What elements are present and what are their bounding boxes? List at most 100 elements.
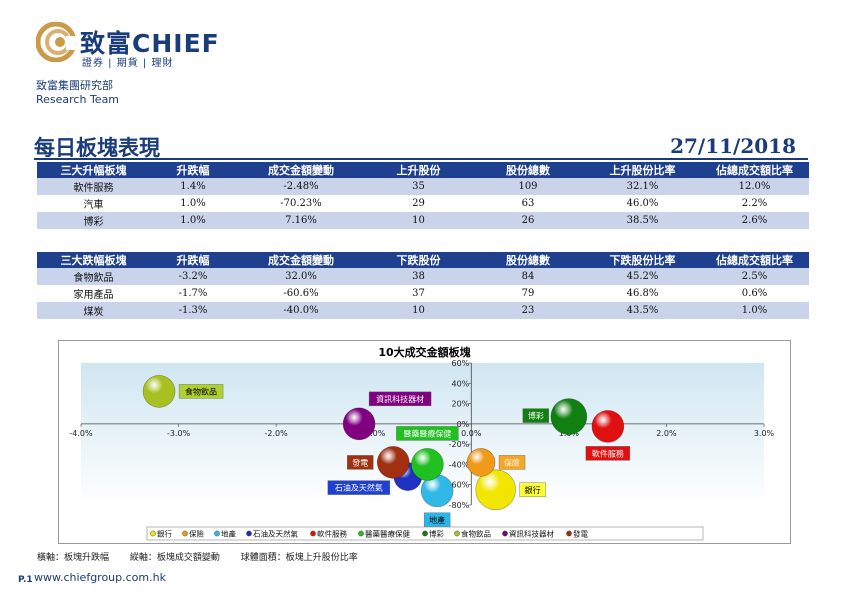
y-tick-label: -80% xyxy=(449,501,470,510)
legend-entry: 博彩 xyxy=(429,529,444,539)
table-cell: 食物飲品 xyxy=(37,268,150,285)
legend-marker-icon xyxy=(150,530,156,537)
table-cell: 35 xyxy=(366,178,471,195)
x-tick-label: 2.0% xyxy=(656,429,677,438)
table-cell: 43.5% xyxy=(585,302,700,319)
column-header: 上升股份比率 xyxy=(585,162,700,178)
table-cell: 63 xyxy=(471,195,585,212)
table-cell: 1.0% xyxy=(150,212,236,229)
bubble-point xyxy=(411,448,444,481)
y-tick-label: 20% xyxy=(452,400,470,409)
rise-sectors-table: 三大升幅板塊 升跌幅 成交金額變動 上升股份 股份總數 上升股份比率 佔總成交額… xyxy=(37,162,809,229)
footnote-y-axis: 縱軸：板塊成交額變動 xyxy=(129,553,220,563)
legend-entry: 食物飲品 xyxy=(461,529,491,539)
bubble-point xyxy=(466,448,496,477)
y-tick-label: 0% xyxy=(457,420,470,429)
column-header: 股份總數 xyxy=(471,252,585,268)
table-cell: 12.0% xyxy=(700,178,809,195)
y-tick-label: -20% xyxy=(449,440,470,449)
column-header: 佔總成交額比率 xyxy=(700,162,809,178)
table-row: 煤炭 -1.3% -40.0% 10 23 43.5% 1.0% xyxy=(37,302,809,319)
bubble-label-box xyxy=(396,426,459,441)
bubble-label: 保險 xyxy=(504,457,520,467)
bubble-point xyxy=(342,407,376,441)
table-cell: 2.6% xyxy=(700,212,809,229)
column-header: 成交金額變動 xyxy=(236,252,366,268)
legend-entry: 銀行 xyxy=(157,529,172,539)
swirl-logo-icon xyxy=(36,22,76,62)
column-header: 下跌股份比率 xyxy=(585,252,700,268)
report-date: 27/11/2018 xyxy=(670,134,796,158)
legend-marker-icon xyxy=(422,530,428,537)
column-header: 升跌幅 xyxy=(150,162,236,178)
y-tick-label: -40% xyxy=(449,460,470,469)
table-cell: 0.6% xyxy=(700,285,809,302)
legend-marker-icon xyxy=(182,530,188,537)
column-header: 佔總成交額比率 xyxy=(700,252,809,268)
legend-marker-icon xyxy=(502,530,508,537)
table-cell: 84 xyxy=(471,268,585,285)
table-cell: 23 xyxy=(471,302,585,319)
table-cell: 26 xyxy=(471,212,585,229)
table-cell: 38 xyxy=(366,268,471,285)
table-cell: 2.5% xyxy=(700,268,809,285)
department-chinese: 致富集團研究部 xyxy=(36,79,113,92)
table-header-row: 三大升幅板塊 升跌幅 成交金額變動 上升股份 股份總數 上升股份比率 佔總成交額… xyxy=(37,162,809,178)
table-cell: 109 xyxy=(471,178,585,195)
bubble-point xyxy=(142,375,176,408)
legend-entry: 醫藥醫療保健 xyxy=(365,529,410,539)
table-header-row: 三大跌幅板塊 升跌幅 成交金額變動 下跌股份 股份總數 下跌股份比率 佔總成交額… xyxy=(37,252,809,268)
table-cell: 32.0% xyxy=(236,268,366,285)
table-cell: -70.23% xyxy=(236,195,366,212)
column-header: 三大升幅板塊 xyxy=(37,162,150,178)
table-row: 軟件服務 1.4% -2.48% 35 109 32.1% 12.0% xyxy=(37,178,809,195)
table-cell: 46.0% xyxy=(585,195,700,212)
legend-marker-icon xyxy=(310,530,316,537)
table-cell: 45.2% xyxy=(585,268,700,285)
legend-entry: 地產 xyxy=(221,529,236,539)
y-tick-label: 40% xyxy=(452,379,470,388)
table-cell: -40.0% xyxy=(236,302,366,319)
logo-name: 致富CHIEF xyxy=(80,29,220,58)
bubble-label: 軟件服務 xyxy=(592,448,624,458)
bubble-chart: 10大成交金額板塊 -4.0%-3.0%-2.0%-1.0%0.0%1.0%2.… xyxy=(58,340,791,544)
column-header: 下跌股份 xyxy=(366,252,471,268)
table-cell: 37 xyxy=(366,285,471,302)
bubble-label-box xyxy=(327,480,391,495)
fall-sectors-table: 三大跌幅板塊 升跌幅 成交金額變動 下跌股份 股份總數 下跌股份比率 佔總成交額… xyxy=(37,252,809,319)
legend-entry: 軟件服務 xyxy=(317,529,347,539)
bubble-label: 食物飲品 xyxy=(185,386,217,396)
bubble-label: 石油及天然氣 xyxy=(335,483,383,493)
table-cell: 46.8% xyxy=(585,285,700,302)
bubble-label: 銀行 xyxy=(525,485,541,495)
legend-marker-icon xyxy=(358,530,364,537)
table-cell: 煤炭 xyxy=(37,302,150,319)
website-link[interactable]: www.chiefgroup.com.hk xyxy=(34,571,166,584)
table-cell: 79 xyxy=(471,285,585,302)
bubble-point xyxy=(475,469,516,511)
table-cell: -60.6% xyxy=(236,285,366,302)
table-cell: 1.4% xyxy=(150,178,236,195)
bubble-label-box xyxy=(519,482,546,497)
table-cell: -2.48% xyxy=(236,178,366,195)
table-cell: 博彩 xyxy=(37,212,150,229)
bubble-label: 資訊科技器材 xyxy=(376,394,424,404)
table-cell: 10 xyxy=(366,212,471,229)
bubble-label-box xyxy=(347,455,374,470)
legend-marker-icon xyxy=(246,530,252,537)
table-cell: 38.5% xyxy=(585,212,700,229)
page-number: P.1 xyxy=(18,575,33,585)
column-header: 成交金額變動 xyxy=(236,162,366,178)
footnote-x-axis: 橫軸：板塊升跌幅 xyxy=(37,553,110,563)
table-cell: 2.2% xyxy=(700,195,809,212)
column-header: 股份總數 xyxy=(471,162,585,178)
department-english: Research Team xyxy=(36,93,120,106)
bubble-label: 發電 xyxy=(352,458,368,467)
y-tick-label: 60% xyxy=(452,359,470,368)
chart-plot-area: -4.0%-3.0%-2.0%-1.0%0.0%1.0%2.0%3.0%60%4… xyxy=(69,359,775,541)
table-cell: 1.0% xyxy=(700,302,809,319)
x-tick-label: 3.0% xyxy=(754,429,775,438)
chart-footnote: 橫軸：板塊升跌幅 縱軸：板塊成交額變動 球體面積：板塊上升股份比率 xyxy=(37,550,376,563)
logo-tagline: 證券 | 期貨 | 理財 xyxy=(82,58,174,69)
table-cell: 軟件服務 xyxy=(37,178,150,195)
